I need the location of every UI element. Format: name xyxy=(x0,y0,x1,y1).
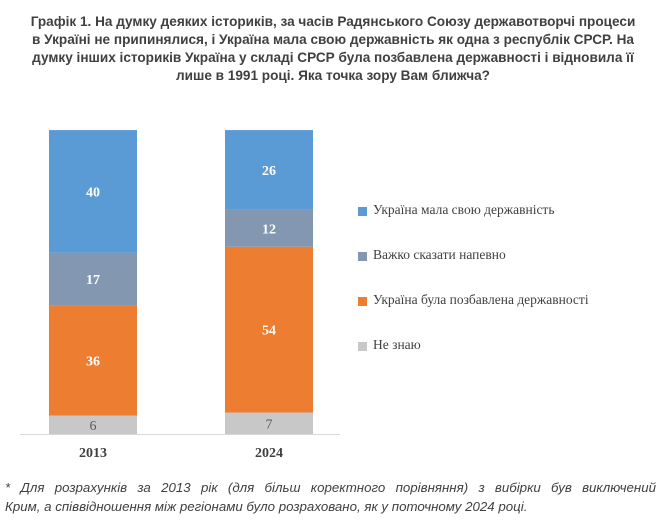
legend-item: Важко сказати напевно xyxy=(358,247,589,292)
title-line: в Україні не припинялися, і Україна мала… xyxy=(32,32,634,47)
legend-swatch xyxy=(358,297,367,306)
chart-title: Графік 1. На думку деяких істориків, за … xyxy=(20,13,646,85)
data-label: 26 xyxy=(262,164,276,179)
data-label: 7 xyxy=(266,417,273,432)
bar-segment xyxy=(49,252,137,306)
data-label: 40 xyxy=(86,185,100,200)
data-label: 36 xyxy=(86,354,100,369)
legend-label: Важко сказати напевно xyxy=(373,247,506,262)
data-label: 54 xyxy=(262,324,276,339)
legend: Україна мала свою державність Важко сказ… xyxy=(358,202,589,382)
footnote-line: Крим, а співвідношення між регіонами бул… xyxy=(5,499,528,514)
bar-segment xyxy=(49,415,137,434)
x-tick-label: 2024 xyxy=(255,446,283,461)
data-label: 6 xyxy=(90,419,97,434)
title-line: лише в 1991 році. Яка точка зору Вам бли… xyxy=(176,68,490,83)
bar-segment xyxy=(225,209,313,247)
legend-label: Україна мала свою державність xyxy=(373,202,555,217)
legend-swatch xyxy=(358,252,367,261)
footnote-line: * Для розрахунків за 2013 рік (для більш… xyxy=(5,480,656,495)
title-line: Графік 1. На думку деяких істориків, за … xyxy=(30,14,636,29)
bar-segment xyxy=(49,130,137,253)
legend-item: Україна мала свою державність xyxy=(358,202,589,247)
bar-segment xyxy=(225,412,313,434)
footnote: * Для розрахунків за 2013 рік (для більш… xyxy=(5,478,656,516)
legend-swatch xyxy=(358,342,367,351)
legend-swatch xyxy=(358,207,367,216)
legend-label: Не знаю xyxy=(373,337,421,352)
x-tick-label: 2013 xyxy=(79,446,107,461)
legend-item: Україна була позбавлена державності xyxy=(358,292,589,337)
title-line: думку інших істориків Україна у складі С… xyxy=(32,50,634,65)
data-label: 17 xyxy=(86,273,100,288)
bar-segment xyxy=(225,246,313,413)
bar-segment xyxy=(225,130,313,210)
legend-item: Не знаю xyxy=(358,337,589,382)
bar-segment xyxy=(49,305,137,416)
data-label: 12 xyxy=(262,222,276,237)
legend-label: Україна була позбавлена державності xyxy=(373,292,589,307)
